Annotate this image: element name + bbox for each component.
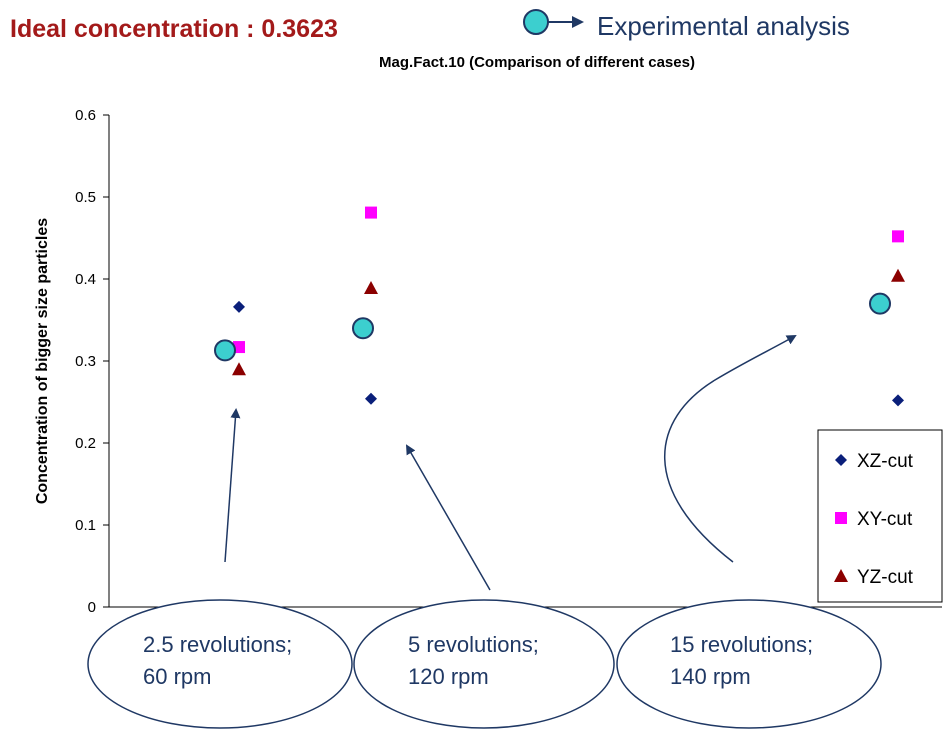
annotation-arrow <box>406 444 491 591</box>
y-axis-label: Concentration of bigger size particles <box>34 218 51 504</box>
legend-label-xz-cut: XZ-cut <box>857 451 914 472</box>
y-tick-label: 0.1 <box>75 517 96 534</box>
legend-marker-xz-cut <box>835 454 847 466</box>
xy-cut-point <box>892 230 904 243</box>
legend-label-yz-cut: YZ-cut <box>857 567 914 588</box>
legend-label-xy-cut: XY-cut <box>857 509 913 530</box>
annotation-line2: 60 rpm <box>143 664 211 689</box>
y-tick-label: 0.6 <box>75 107 96 124</box>
annotation-callout: 2.5 revolutions; 60 rpm <box>87 599 353 729</box>
y-tick-label: 0 <box>88 599 96 616</box>
annotation-callout: 5 revolutions; 120 rpm <box>353 599 615 729</box>
y-tick-label: 0.5 <box>75 189 96 206</box>
experimental-point <box>214 339 236 362</box>
annotation-ellipse <box>616 599 882 729</box>
annotation-line1: 2.5 revolutions; <box>143 632 292 657</box>
chart-title: Mag.Fact.10 (Comparison of different cas… <box>379 54 695 71</box>
legend-marker-xy-cut <box>835 512 847 524</box>
experimental-legend-label: Experimental analysis <box>597 11 850 41</box>
yz-cut-point <box>364 281 378 295</box>
annotation-arrows <box>224 335 797 591</box>
annotation-ellipses: 2.5 revolutions; 60 rpm 5 revolutions; 120 … <box>87 599 882 729</box>
annotation-line2: 120 rpm <box>408 664 489 689</box>
legend: XZ-cut XY-cut YZ-cut <box>817 429 943 603</box>
yz-cut-point <box>232 362 246 376</box>
legend-marker-yz-cut <box>834 569 848 582</box>
experimental-legend-marker <box>523 9 549 35</box>
y-tick-label: 0.4 <box>75 271 96 288</box>
xz-cut-point <box>365 392 377 405</box>
data-points <box>214 206 905 407</box>
y-tick-label: 0.2 <box>75 435 96 452</box>
y-tick-label: 0.3 <box>75 353 96 370</box>
annotation-ellipse <box>353 599 615 729</box>
xy-cut-point <box>233 341 245 354</box>
annotation-arrow <box>664 335 797 563</box>
experimental-legend: Experimental analysis <box>523 9 850 41</box>
experimental-point <box>869 292 891 315</box>
annotation-arrow <box>224 408 241 563</box>
annotation-line1: 5 revolutions; <box>408 632 539 657</box>
y-axis-ticks: 0 0.1 0.2 0.3 0.4 0.5 0.6 <box>75 107 109 616</box>
xz-cut-point <box>233 300 245 313</box>
xy-cut-point <box>365 206 377 219</box>
yz-cut-point <box>891 268 905 282</box>
annotation-callout: 15 revolutions; 140 rpm <box>616 599 882 729</box>
xz-cut-point <box>892 394 904 407</box>
annotation-ellipse <box>87 599 353 729</box>
ideal-concentration-label: Ideal concentration : 0.3623 <box>10 15 338 43</box>
experimental-point <box>352 317 374 340</box>
annotation-line1: 15 revolutions; <box>670 632 813 657</box>
annotation-line2: 140 rpm <box>670 664 751 689</box>
